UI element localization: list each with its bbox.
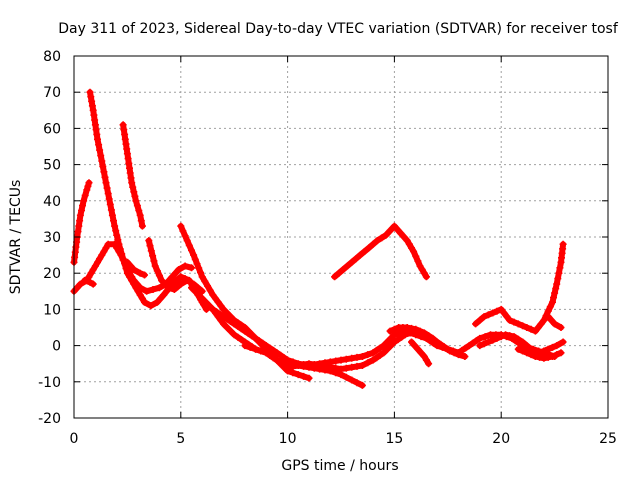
series-arc-13 xyxy=(386,324,469,360)
x-tick-label: 0 xyxy=(70,431,79,447)
series-plus-markers xyxy=(81,276,97,288)
y-tick-label: 50 xyxy=(43,158,61,174)
y-tick-label: 10 xyxy=(43,302,61,318)
x-axis-label: GPS time / hours xyxy=(281,458,398,474)
y-tick-label: 20 xyxy=(43,266,61,282)
series-plus-markers xyxy=(544,313,565,331)
y-tick-label: 60 xyxy=(43,121,61,137)
series-plus-markers xyxy=(386,324,469,360)
y-tick-label: 0 xyxy=(52,339,61,355)
series-plus-markers xyxy=(476,331,567,357)
y-tick-label: 40 xyxy=(43,194,61,210)
series-arc-18 xyxy=(408,338,433,368)
series-plus-markers xyxy=(119,121,146,230)
x-tick-label: 15 xyxy=(385,431,403,447)
series-arc-5 xyxy=(119,121,146,230)
y-tick-label: -20 xyxy=(38,411,61,427)
series-plus-markers xyxy=(408,338,433,368)
series-arc-12 xyxy=(331,222,430,281)
y-axis-label: SDTVAR / TECUs xyxy=(8,180,24,295)
series-arc-16 xyxy=(514,345,565,362)
y-tick-label: 80 xyxy=(43,49,61,65)
y-tick-label: -10 xyxy=(38,375,61,391)
series-arc-15 xyxy=(476,331,567,357)
series-plus-markers xyxy=(123,258,148,279)
series-plus-markers xyxy=(331,222,430,281)
chart-title: Day 311 of 2023, Sidereal Day-to-day VTE… xyxy=(58,21,619,37)
series-arc-6 xyxy=(123,258,148,279)
x-tick-label: 10 xyxy=(279,431,297,447)
series-plus-markers xyxy=(514,345,565,362)
y-tick-label: 30 xyxy=(43,230,61,246)
series-arc-17 xyxy=(544,313,565,331)
y-tick-label: 70 xyxy=(43,85,61,101)
x-tick-label: 20 xyxy=(492,431,510,447)
x-tick-label: 25 xyxy=(599,431,617,447)
data-series xyxy=(70,88,567,389)
series-arc-3 xyxy=(81,276,97,288)
series-plus-markers xyxy=(145,237,206,295)
x-tick-label: 5 xyxy=(176,431,185,447)
axis-ticks: 0 5 10 15 20 25 -20 -10 0 10 20 30 40 50 60 70 80 xyxy=(38,49,617,447)
series-arc-7 xyxy=(145,237,206,295)
